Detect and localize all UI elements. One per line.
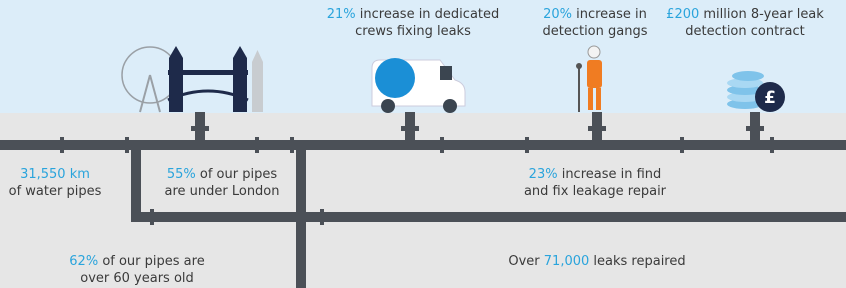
stat-text: detection contract (685, 24, 805, 39)
stat-text: are under London (164, 184, 279, 199)
stat-line: detection contract (625, 23, 846, 40)
stat-text: leaks repaired (589, 254, 685, 269)
stat-line: are under London (102, 183, 342, 200)
stat-line: 55% of our pipes (102, 166, 342, 183)
stat-line: Over 71,000 leaks repaired (477, 253, 717, 270)
stat-text: Over (508, 254, 543, 269)
stat-highlight: 20% (543, 7, 572, 22)
coin-symbol: £ (764, 88, 776, 108)
stat-text: over 60 years old (80, 271, 194, 286)
stat-highlight: 23% (529, 167, 558, 182)
stat-text: of our pipes are (98, 254, 205, 269)
stat-text: of water pipes (9, 184, 102, 199)
stat-highlight: 62% (69, 254, 98, 269)
stat-text: and fix leakage repair (524, 184, 666, 199)
van-icon (372, 58, 465, 113)
stat: Over 71,000 leaks repaired (477, 253, 717, 270)
stat-line: £200 million 8-year leak (625, 6, 846, 23)
stat-line: over 60 years old (17, 270, 257, 287)
stat-text: of our pipes (196, 167, 277, 182)
illustration: £ (0, 0, 846, 288)
stat-text: increase in find (558, 167, 662, 182)
stat-line: 23% increase in find (475, 166, 715, 183)
infographic: £ 21% increase in dedicatedcrews fixing … (0, 0, 846, 288)
stat-highlight: 71,000 (544, 254, 590, 269)
stat-highlight: 31,550 km (20, 167, 90, 182)
stat-highlight: 21% (327, 7, 356, 22)
stat-text: million 8-year leak (699, 7, 824, 22)
stat-line: 62% of our pipes are (17, 253, 257, 270)
stat-highlight: £200 (666, 7, 699, 22)
stat-highlight: 55% (167, 167, 196, 182)
stat-line: and fix leakage repair (475, 183, 715, 200)
stat-text: crews fixing leaks (355, 24, 471, 39)
